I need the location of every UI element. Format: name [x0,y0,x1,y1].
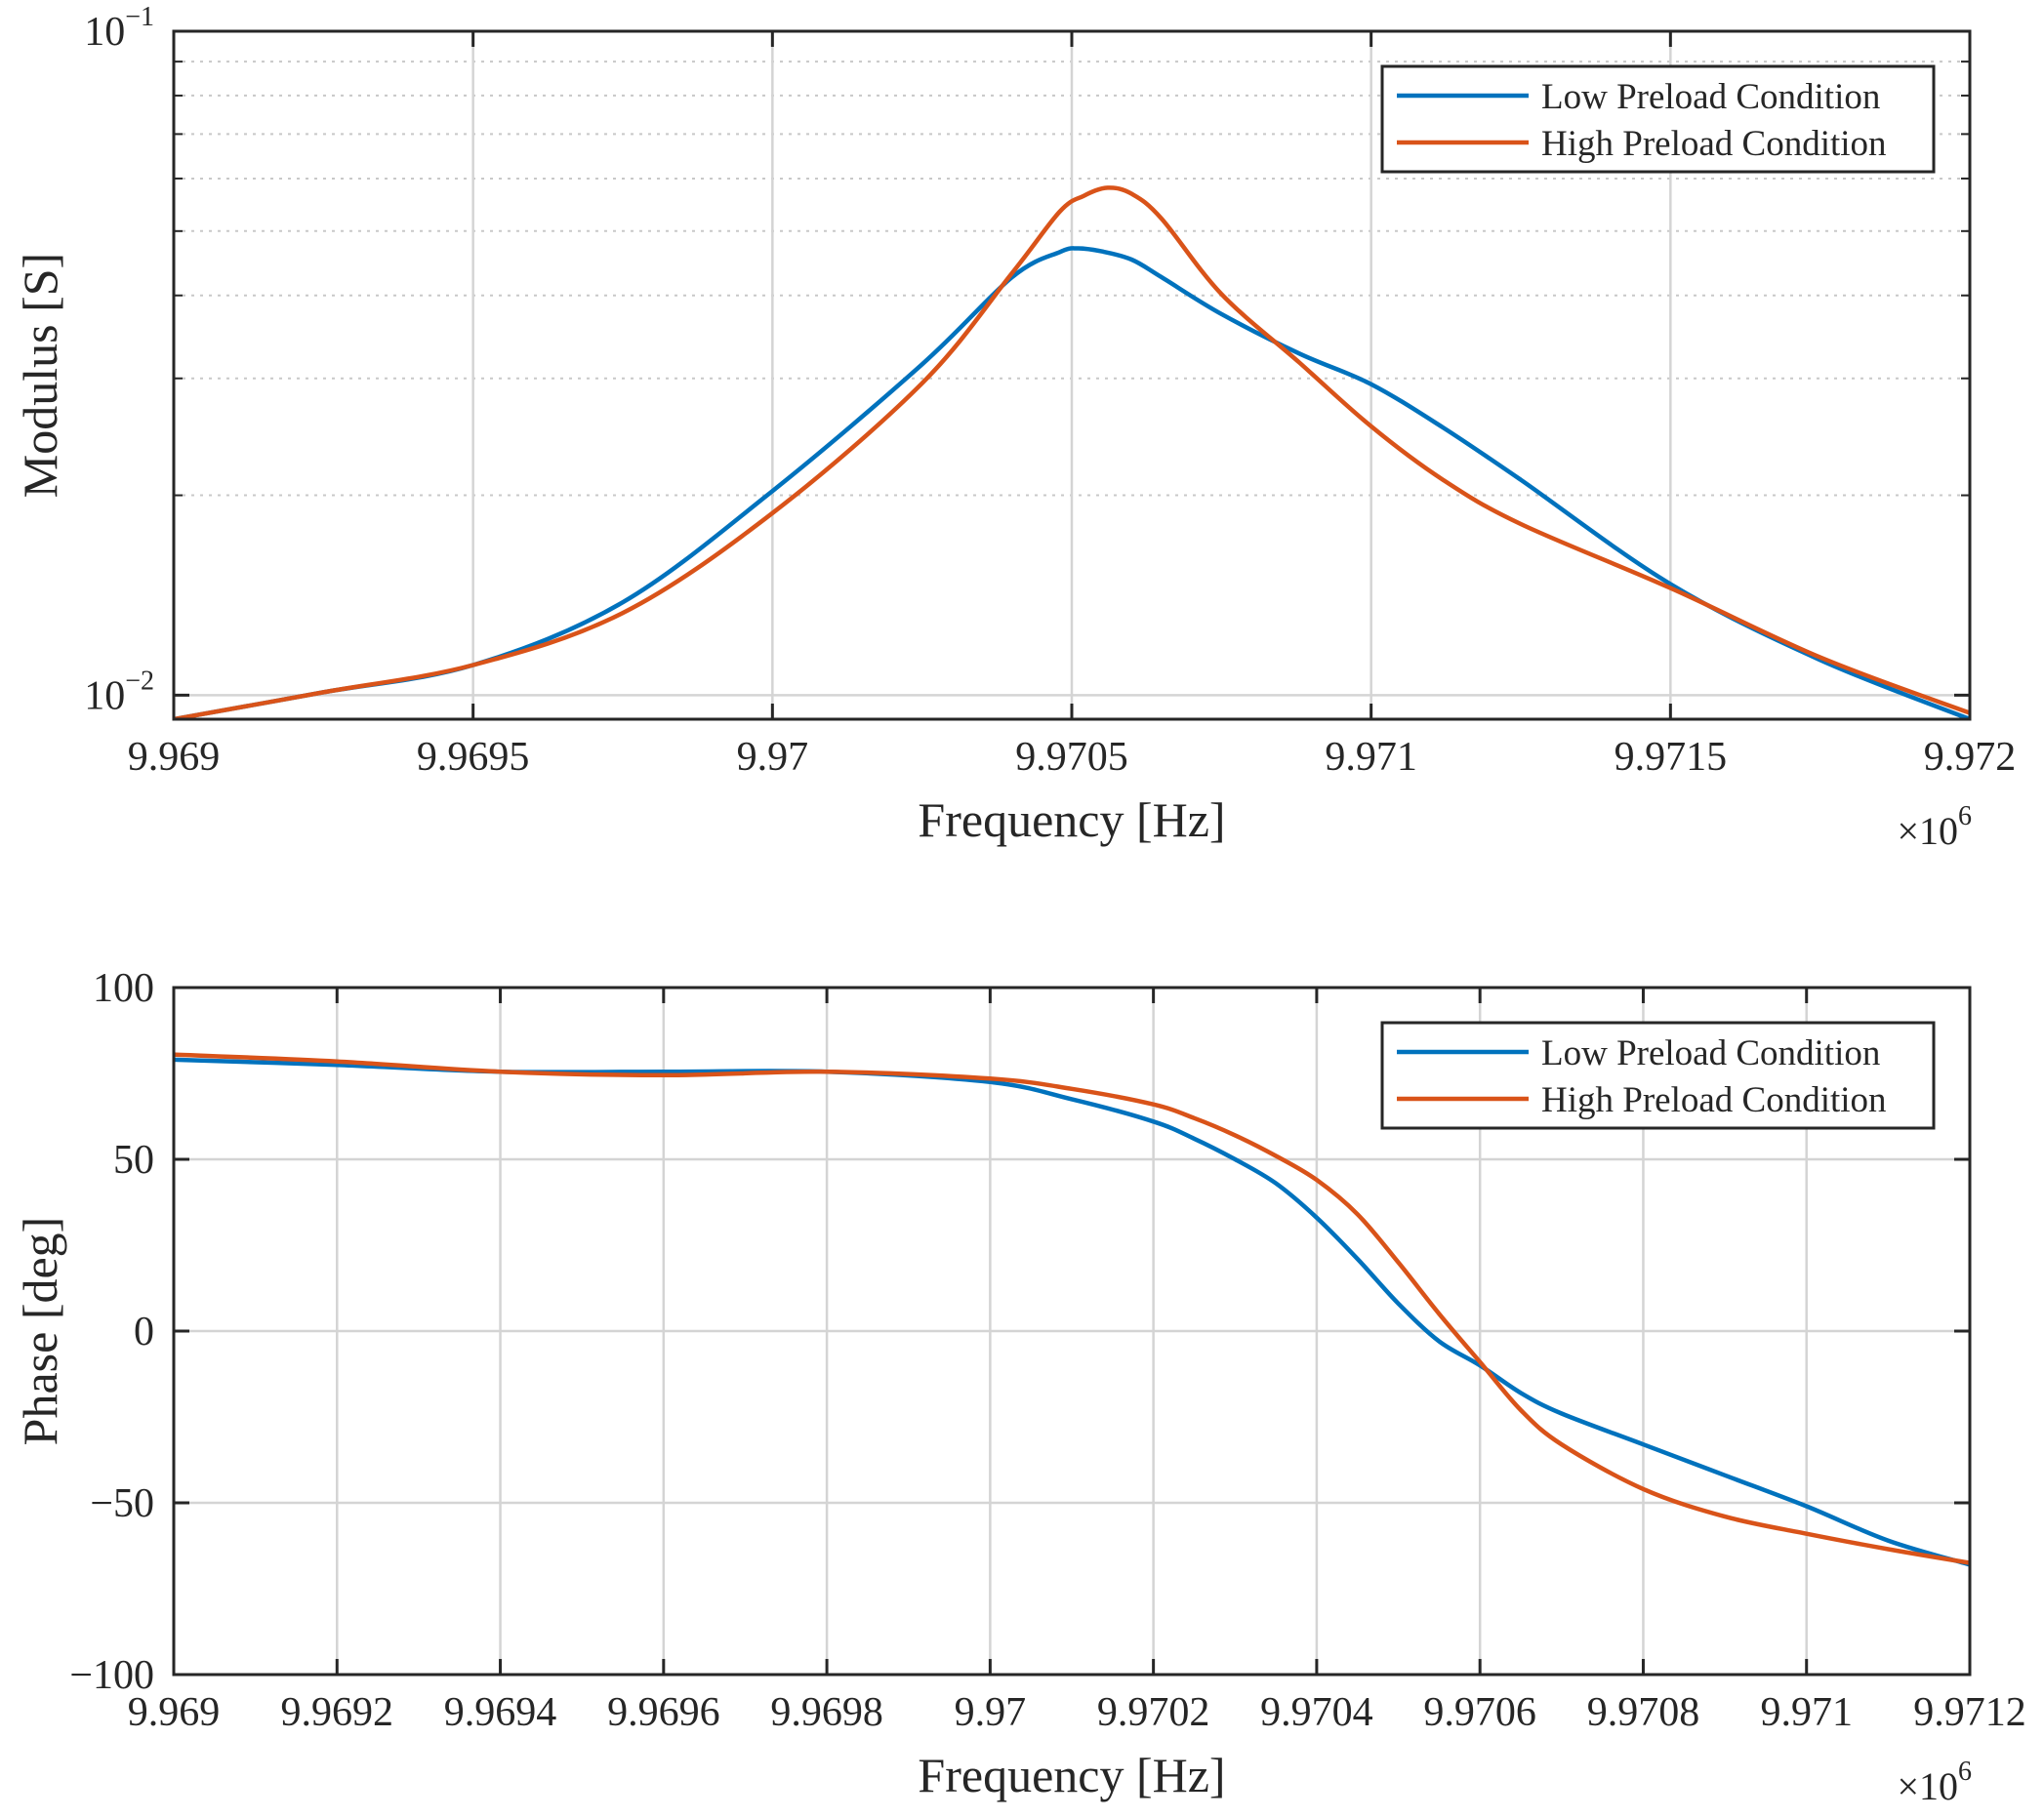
modulus-grid [174,31,1970,719]
phase-legend-label-low-preload: Low Preload Condition [1541,1033,1880,1073]
phase-y-tick-label: 100 [93,966,154,1011]
phase-y-axis-label: Phase [deg] [13,1217,67,1446]
phase-y-tick-labels: −100 −50 0 50 100 [69,966,154,1698]
phase-series-group [174,1052,1970,1567]
phase-x-tick-label: 9.9692 [281,1690,394,1735]
modulus-legend-box [1380,64,1936,174]
phase-x-tick-label: 9.9706 [1423,1690,1536,1735]
modulus-low-preload-line [174,246,1970,719]
modulus-x-multiplier-exponent: 6 [1958,801,1972,831]
phase-panel: 9.969 9.9692 9.9694 9.9696 9.9698 9.97 9.9702 9… [13,966,2026,1808]
phase-legend: Low Preload Condition High Preload Condit… [1380,1021,1936,1130]
modulus-x-tick-label: 9.969 [128,735,221,780]
phase-x-tick-label: 9.9696 [607,1690,720,1735]
modulus-high-preload-line [174,185,1970,719]
phase-x-tick-label: 9.9702 [1097,1690,1210,1735]
modulus-series-group [174,185,1970,719]
modulus-legend-label-high-preload: High Preload Condition [1541,124,1887,164]
phase-x-tick-label: 9.9708 [1587,1690,1700,1735]
phase-y-tick-label: 0 [134,1310,154,1354]
modulus-x-tick-labels: 9.969 9.9695 9.97 9.9705 9.971 9.9715 9.972 [128,735,2017,780]
modulus-x-tick-label: 9.9705 [1015,735,1128,780]
modulus-legend: Low Preload Condition High Preload Condit… [1380,64,1936,174]
modulus-panel: 9.969 9.9695 9.97 9.9705 9.971 9.9715 9.972 10… [13,2,2016,853]
phase-x-multiplier-base: ×10 [1897,1764,1958,1808]
phase-x-multiplier: ×106 [1897,1757,1972,1808]
modulus-x-axis-label: Frequency [Hz] [918,792,1225,847]
modulus-tick-marks [172,29,1972,719]
modulus-x-multiplier: ×106 [1897,801,1972,853]
phase-y-tick-label: 50 [113,1138,154,1183]
phase-x-tick-label: 9.9694 [444,1690,557,1735]
phase-x-tick-label: 9.969 [128,1690,221,1735]
modulus-y-tick-labels: 10−2 10−1 [84,2,154,718]
phase-low-preload-line [174,1057,1970,1567]
modulus-y-tick-label: 10−2 [84,666,154,718]
phase-legend-box [1380,1021,1936,1130]
phase-y-tick-label: −50 [90,1481,154,1526]
phase-x-multiplier-exponent: 6 [1958,1757,1972,1787]
phase-x-tick-label: 9.971 [1760,1690,1853,1735]
phase-y-tick-label: −100 [69,1653,154,1698]
phase-high-preload-line [174,1052,1970,1565]
phase-x-tick-label: 9.97 [955,1690,1027,1735]
modulus-x-tick-label: 9.9715 [1615,735,1728,780]
phase-legend-label-high-preload: High Preload Condition [1541,1080,1887,1120]
phase-x-tick-labels: 9.969 9.9692 9.9694 9.9696 9.9698 9.97 9.9702 9… [128,1690,2026,1735]
phase-x-tick-label: 9.9698 [770,1690,883,1735]
phase-x-axis-label: Frequency [Hz] [918,1748,1225,1802]
modulus-legend-label-low-preload: Low Preload Condition [1541,77,1880,117]
modulus-x-tick-label: 9.9695 [417,735,530,780]
modulus-x-tick-label: 9.97 [737,735,809,780]
phase-tick-marks [172,986,1972,1677]
modulus-x-multiplier-base: ×10 [1897,809,1958,853]
modulus-y-tick-label: 10−1 [84,2,154,55]
modulus-x-tick-label: 9.972 [1924,735,2017,780]
modulus-x-tick-label: 9.971 [1325,735,1417,780]
modulus-y-axis-label: Modulus [S] [13,253,67,498]
phase-x-tick-label: 9.9712 [1913,1690,2026,1735]
phase-x-tick-label: 9.9704 [1260,1690,1373,1735]
